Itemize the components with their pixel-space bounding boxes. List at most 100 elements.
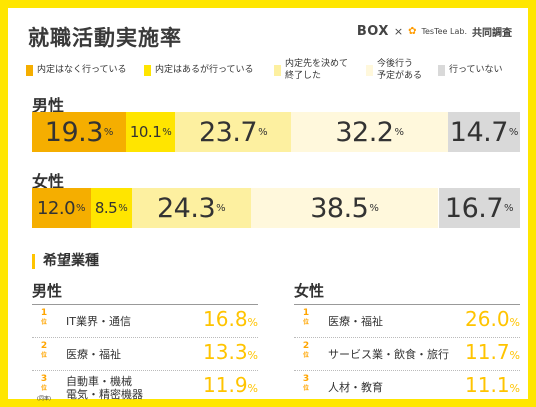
data-label-unit: % bbox=[76, 202, 86, 214]
data-label: 38.5 bbox=[310, 192, 369, 224]
bar-segment: 38.5% bbox=[250, 188, 439, 228]
industry-value: 11.7% bbox=[465, 340, 520, 364]
data-label-unit: % bbox=[118, 202, 128, 214]
industry-name-text: 医療・福祉 bbox=[328, 315, 383, 328]
brand-separator: × bbox=[393, 25, 404, 38]
bar-row-label: 女性 bbox=[32, 172, 65, 191]
industry-name: 自動車・機械 電気・精密機器 bbox=[66, 371, 143, 404]
legend-item: 内定はなく行っている bbox=[26, 64, 127, 76]
rank-suffix: 位 bbox=[302, 385, 309, 392]
brand-logos: BOX × ✿ TesTee Lab. 共同調査 bbox=[357, 24, 512, 39]
bar-segment: 32.2% bbox=[291, 112, 449, 152]
industry-name-text: IT業界・通信 bbox=[66, 315, 131, 328]
data-label: 16.7 bbox=[444, 192, 504, 224]
industry-value-unit: % bbox=[509, 316, 520, 329]
bar-segment: 23.7% bbox=[175, 112, 292, 152]
ranking-row: 1 位 IT業界・通信 16.8% bbox=[32, 305, 258, 338]
legend-swatch bbox=[366, 64, 373, 76]
chart-title: 就職活動実施率 bbox=[28, 26, 182, 50]
ranking-row: 3 位 (同率) 自動車・機械 電気・精密機器 11.9% bbox=[32, 371, 258, 404]
bar-row-label: 男性 bbox=[32, 96, 65, 115]
tie-label: (同率) bbox=[37, 396, 51, 402]
joint-survey-label: 共同調査 bbox=[472, 28, 512, 39]
data-label-unit: % bbox=[369, 202, 379, 214]
stacked-bar: 19.3% 10.1% 23.7% 32.2% 14.7% bbox=[32, 112, 520, 152]
industry-value: 16.8% bbox=[203, 307, 258, 331]
industry-value: 11.1% bbox=[465, 373, 520, 397]
bar-segment: 10.1% bbox=[126, 112, 176, 152]
industry-name-text: 自動車・機械 電気・精密機器 bbox=[66, 374, 143, 401]
bar-segment: 19.3% bbox=[32, 112, 127, 152]
stacked-bar: 12.0% 8.5% 24.3% 38.5% 16.7% bbox=[32, 188, 520, 228]
ranking-gender-heading: 女性 bbox=[294, 280, 520, 305]
rank-suffix: 位 bbox=[40, 385, 47, 392]
data-label: 32.2 bbox=[335, 116, 394, 148]
industry-value-unit: % bbox=[247, 382, 258, 395]
industry-name: サービス業・飲食・旅行 bbox=[328, 338, 449, 371]
data-label-unit: % bbox=[103, 126, 114, 138]
legend-label: 内定はなく行っている bbox=[37, 65, 127, 75]
industry-value-unit: % bbox=[509, 349, 520, 362]
leaf-icon: ✿ bbox=[408, 26, 417, 37]
legend-label: 内定先を決めて 終了した bbox=[285, 59, 349, 81]
bar-segment: 8.5% bbox=[90, 188, 133, 228]
data-label: 10.1 bbox=[129, 123, 162, 141]
legend-swatch bbox=[26, 64, 33, 76]
data-label-unit: % bbox=[504, 202, 514, 214]
box-logo: BOX bbox=[356, 24, 389, 39]
data-label: 12.0 bbox=[36, 197, 76, 219]
data-label: 19.3 bbox=[44, 116, 104, 148]
ranking-row: 3 位人材・教育 11.1% bbox=[294, 371, 520, 404]
industry-value-unit: % bbox=[509, 382, 520, 395]
industry-name: 人材・教育 bbox=[328, 371, 383, 404]
ranking-row: 2 位サービス業・飲食・旅行 11.7% bbox=[294, 338, 520, 371]
data-label-unit: % bbox=[162, 126, 172, 138]
rank-suffix: 位 bbox=[40, 352, 47, 359]
rank-suffix: 位 bbox=[302, 319, 309, 326]
rank-badge: 3 位 (同率) bbox=[32, 374, 56, 404]
ranking-column: 男性 1 位 IT業界・通信 16.8% 2 位医療・福祉 13.3% 3 位 (同率) 自動車・機械… bbox=[32, 280, 258, 404]
data-label: 23.7 bbox=[198, 116, 258, 148]
industry-value-unit: % bbox=[247, 349, 258, 362]
bar-segment: 14.7% bbox=[448, 112, 520, 152]
industry-value: 13.3% bbox=[203, 340, 258, 364]
industry-value-unit: % bbox=[247, 316, 258, 329]
industry-name-text: 医療・福祉 bbox=[66, 348, 121, 361]
industry-name-text: サービス業・飲食・旅行 bbox=[328, 348, 449, 361]
legend-item: 内定先を決めて 終了した bbox=[274, 58, 348, 82]
legend-item: 内定はあるが行っている bbox=[144, 64, 254, 76]
legend: 内定はなく行っている 内定はあるが行っている 内定先を決めて 終了した 今後行う 予定があ… bbox=[26, 58, 526, 86]
legend-swatch bbox=[438, 64, 445, 76]
rank-suffix: 位 bbox=[40, 319, 47, 326]
data-label-unit: % bbox=[508, 126, 519, 138]
data-label-unit: % bbox=[394, 126, 404, 138]
industry-name: IT業界・通信 bbox=[66, 305, 131, 338]
legend-label: 内定はあるが行っている bbox=[155, 65, 254, 75]
ranking-row: 1 位医療・福祉 26.0% bbox=[294, 305, 520, 338]
industry-value: 26.0% bbox=[465, 307, 520, 331]
data-label-unit: % bbox=[258, 126, 268, 138]
data-label-unit: % bbox=[216, 202, 226, 214]
rank-suffix: 位 bbox=[302, 352, 309, 359]
bar-segment: 16.7% bbox=[438, 188, 520, 228]
industry-name: 医療・福祉 bbox=[328, 305, 383, 338]
testee-lab-logo: TesTee Lab. bbox=[421, 27, 467, 36]
legend-item: 行っていない bbox=[438, 64, 503, 76]
data-label: 24.3 bbox=[157, 192, 216, 224]
ranking-row: 2 位医療・福祉 13.3% bbox=[32, 338, 258, 371]
ranking-gender-heading: 男性 bbox=[32, 280, 258, 305]
legend-item: 今後行う 予定がある bbox=[366, 58, 422, 82]
data-label: 8.5 bbox=[94, 199, 118, 217]
industry-name-text: 人材・教育 bbox=[328, 381, 383, 394]
ranking-column: 女性 1 位医療・福祉 26.0% 2 位サービス業・飲食・旅行 11.7% 3 位人材・教育 1… bbox=[294, 280, 520, 404]
bar-segment: 24.3% bbox=[132, 188, 251, 228]
legend-label: 今後行う 予定がある bbox=[377, 59, 423, 81]
industry-name: 医療・福祉 bbox=[66, 338, 121, 371]
legend-swatch bbox=[274, 64, 281, 76]
